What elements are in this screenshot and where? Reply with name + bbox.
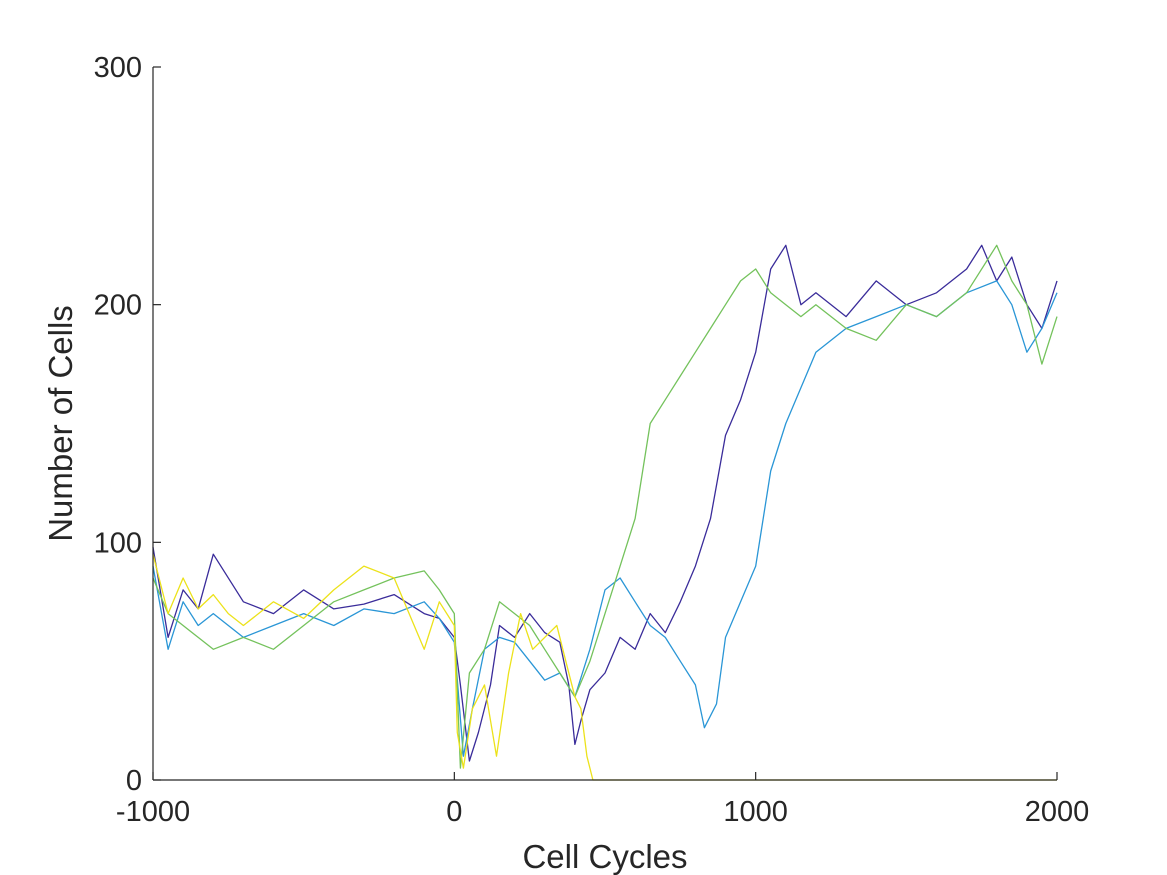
y-tick-label: 200 [94, 290, 142, 322]
y-tick-label: 0 [126, 765, 142, 797]
series-line-1 [152, 244, 1058, 762]
y-axis-title: Number of Cells [42, 305, 79, 542]
x-tick-label: 1000 [723, 796, 788, 828]
x-tick-label: -1000 [116, 796, 190, 828]
series-line-3 [152, 244, 1058, 769]
y-tick-label: 100 [94, 527, 142, 559]
x-tick-label: 0 [446, 796, 462, 828]
series-line-4 [152, 554, 1057, 781]
x-tick-label: 2000 [1025, 796, 1090, 828]
axes [152, 67, 1057, 781]
series-line-2 [152, 280, 1058, 757]
series-group [152, 244, 1058, 781]
x-axis-title: Cell Cycles [522, 838, 687, 875]
y-tick-label: 300 [94, 52, 142, 84]
